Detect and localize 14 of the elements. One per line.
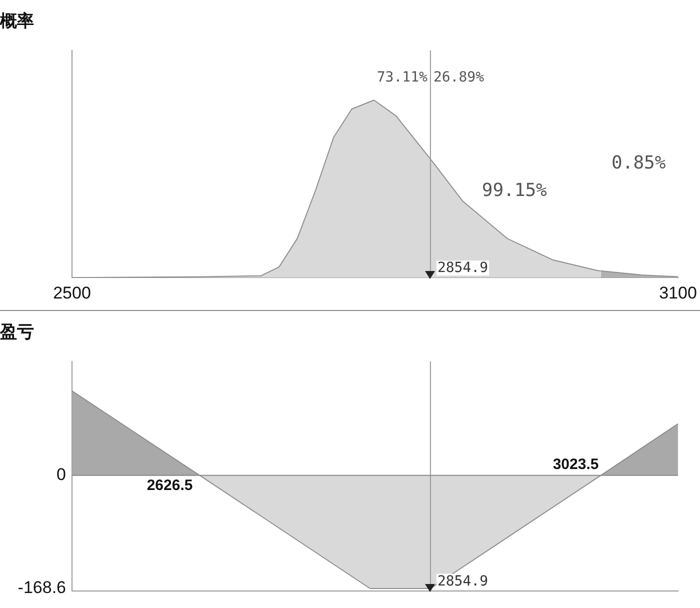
annotation: 99.15% — [482, 180, 548, 201]
text: 73.11% — [376, 69, 428, 86]
x-tick-label: 2500 — [53, 283, 91, 302]
text: 26.89% — [433, 69, 485, 86]
x-tick-label: 3100 — [659, 283, 697, 302]
ref-line-label: 2854.9 — [437, 260, 488, 276]
annotation: 0.85% — [612, 152, 666, 174]
y-tick-label: -168.6 — [18, 578, 66, 598]
annotation: 2626.5 — [146, 477, 193, 494]
chart-title: 盈亏 — [0, 322, 34, 343]
y-tick-label: 0 — [56, 465, 66, 484]
ref-line-label: 2854.9 — [437, 573, 488, 590]
annotation: 3023.5 — [552, 456, 599, 474]
chart-title: 概率 — [0, 12, 34, 32]
